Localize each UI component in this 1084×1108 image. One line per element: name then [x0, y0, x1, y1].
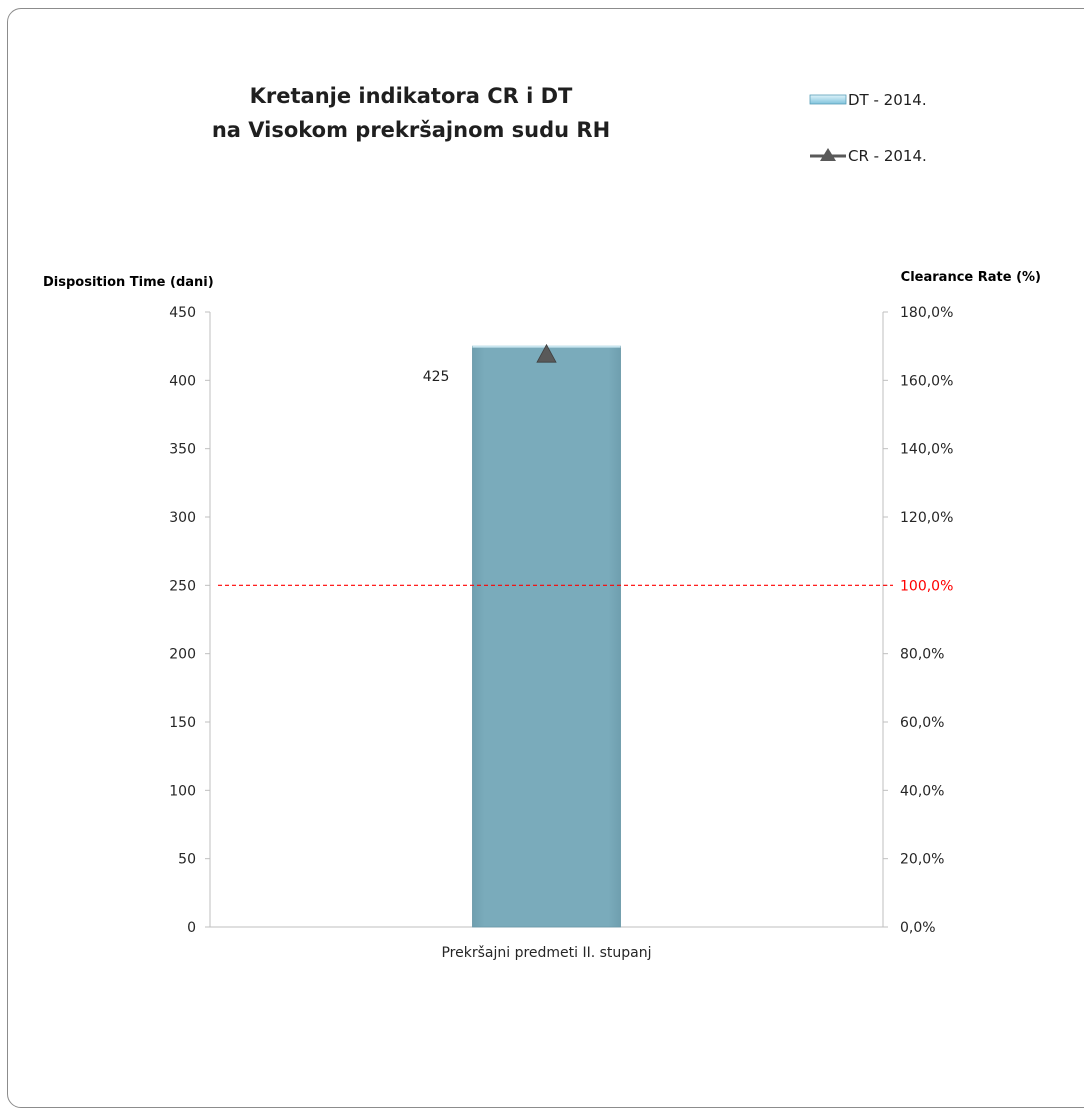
y-left-tick-label: 0	[187, 920, 196, 936]
y-left-tick-label: 250	[169, 578, 196, 594]
y-right-tick-label: 40,0%	[900, 783, 944, 799]
y-right-tick-label: 80,0%	[900, 647, 944, 663]
bar-dt	[472, 345, 621, 928]
bar-dt-data-label: 425	[423, 369, 450, 385]
legend-swatch-cr-marker	[820, 148, 836, 161]
y-axis-right-ticks: 0,0% 20,0% 40,0% 60,0% 80,0% 100,0% 120,0% 140,…	[883, 305, 953, 936]
y-right-tick-label: 160,0%	[900, 373, 953, 389]
y-right-tick-label: 20,0%	[900, 852, 944, 868]
legend-label-cr: CR - 2014.	[848, 147, 927, 165]
y-right-tick-label: 140,0%	[900, 442, 953, 458]
y-left-tick-label: 400	[169, 373, 196, 389]
y-right-tick-label: 180,0%	[900, 305, 953, 321]
y-right-tick-label: 100,0%	[900, 578, 953, 594]
chart-title-line-2: na Visokom prekršajnom sudu RH	[212, 118, 610, 142]
y-axis-right-title: Clearance Rate (%)	[901, 270, 1041, 285]
cr-markers	[536, 343, 557, 363]
y-left-tick-label: 200	[169, 647, 196, 663]
data-labels: 425	[423, 369, 450, 385]
chart-title-line-1: Kretanje indikatora CR i DT	[250, 84, 573, 108]
y-left-tick-label: 450	[169, 305, 196, 321]
y-left-tick-label: 350	[169, 442, 196, 458]
y-right-tick-label: 120,0%	[900, 510, 953, 526]
y-right-tick-label: 0,0%	[900, 920, 936, 936]
x-axis-categories: Prekršajni predmeti II. stupanj	[441, 945, 651, 961]
y-left-tick-label: 100	[169, 783, 196, 799]
y-left-tick-label: 300	[169, 510, 196, 526]
y-right-tick-label: 60,0%	[900, 715, 944, 731]
x-category-label: Prekršajni predmeti II. stupanj	[441, 945, 651, 961]
bars	[472, 345, 621, 928]
y-axis-left-title: Disposition Time (dani)	[43, 275, 214, 290]
y-left-tick-label: 50	[178, 852, 196, 868]
y-axis-left-ticks: 0 50 100 150 200 250 300 350 400 450	[169, 305, 210, 936]
legend: DT - 2014. CR - 2014.	[809, 91, 927, 165]
legend-swatch-dt	[809, 94, 847, 105]
chart: Kretanje indikatora CR i DT na Visokom p…	[43, 84, 1041, 961]
legend-label-dt: DT - 2014.	[848, 91, 927, 109]
y-left-tick-label: 150	[169, 715, 196, 731]
cr-marker	[536, 343, 557, 363]
